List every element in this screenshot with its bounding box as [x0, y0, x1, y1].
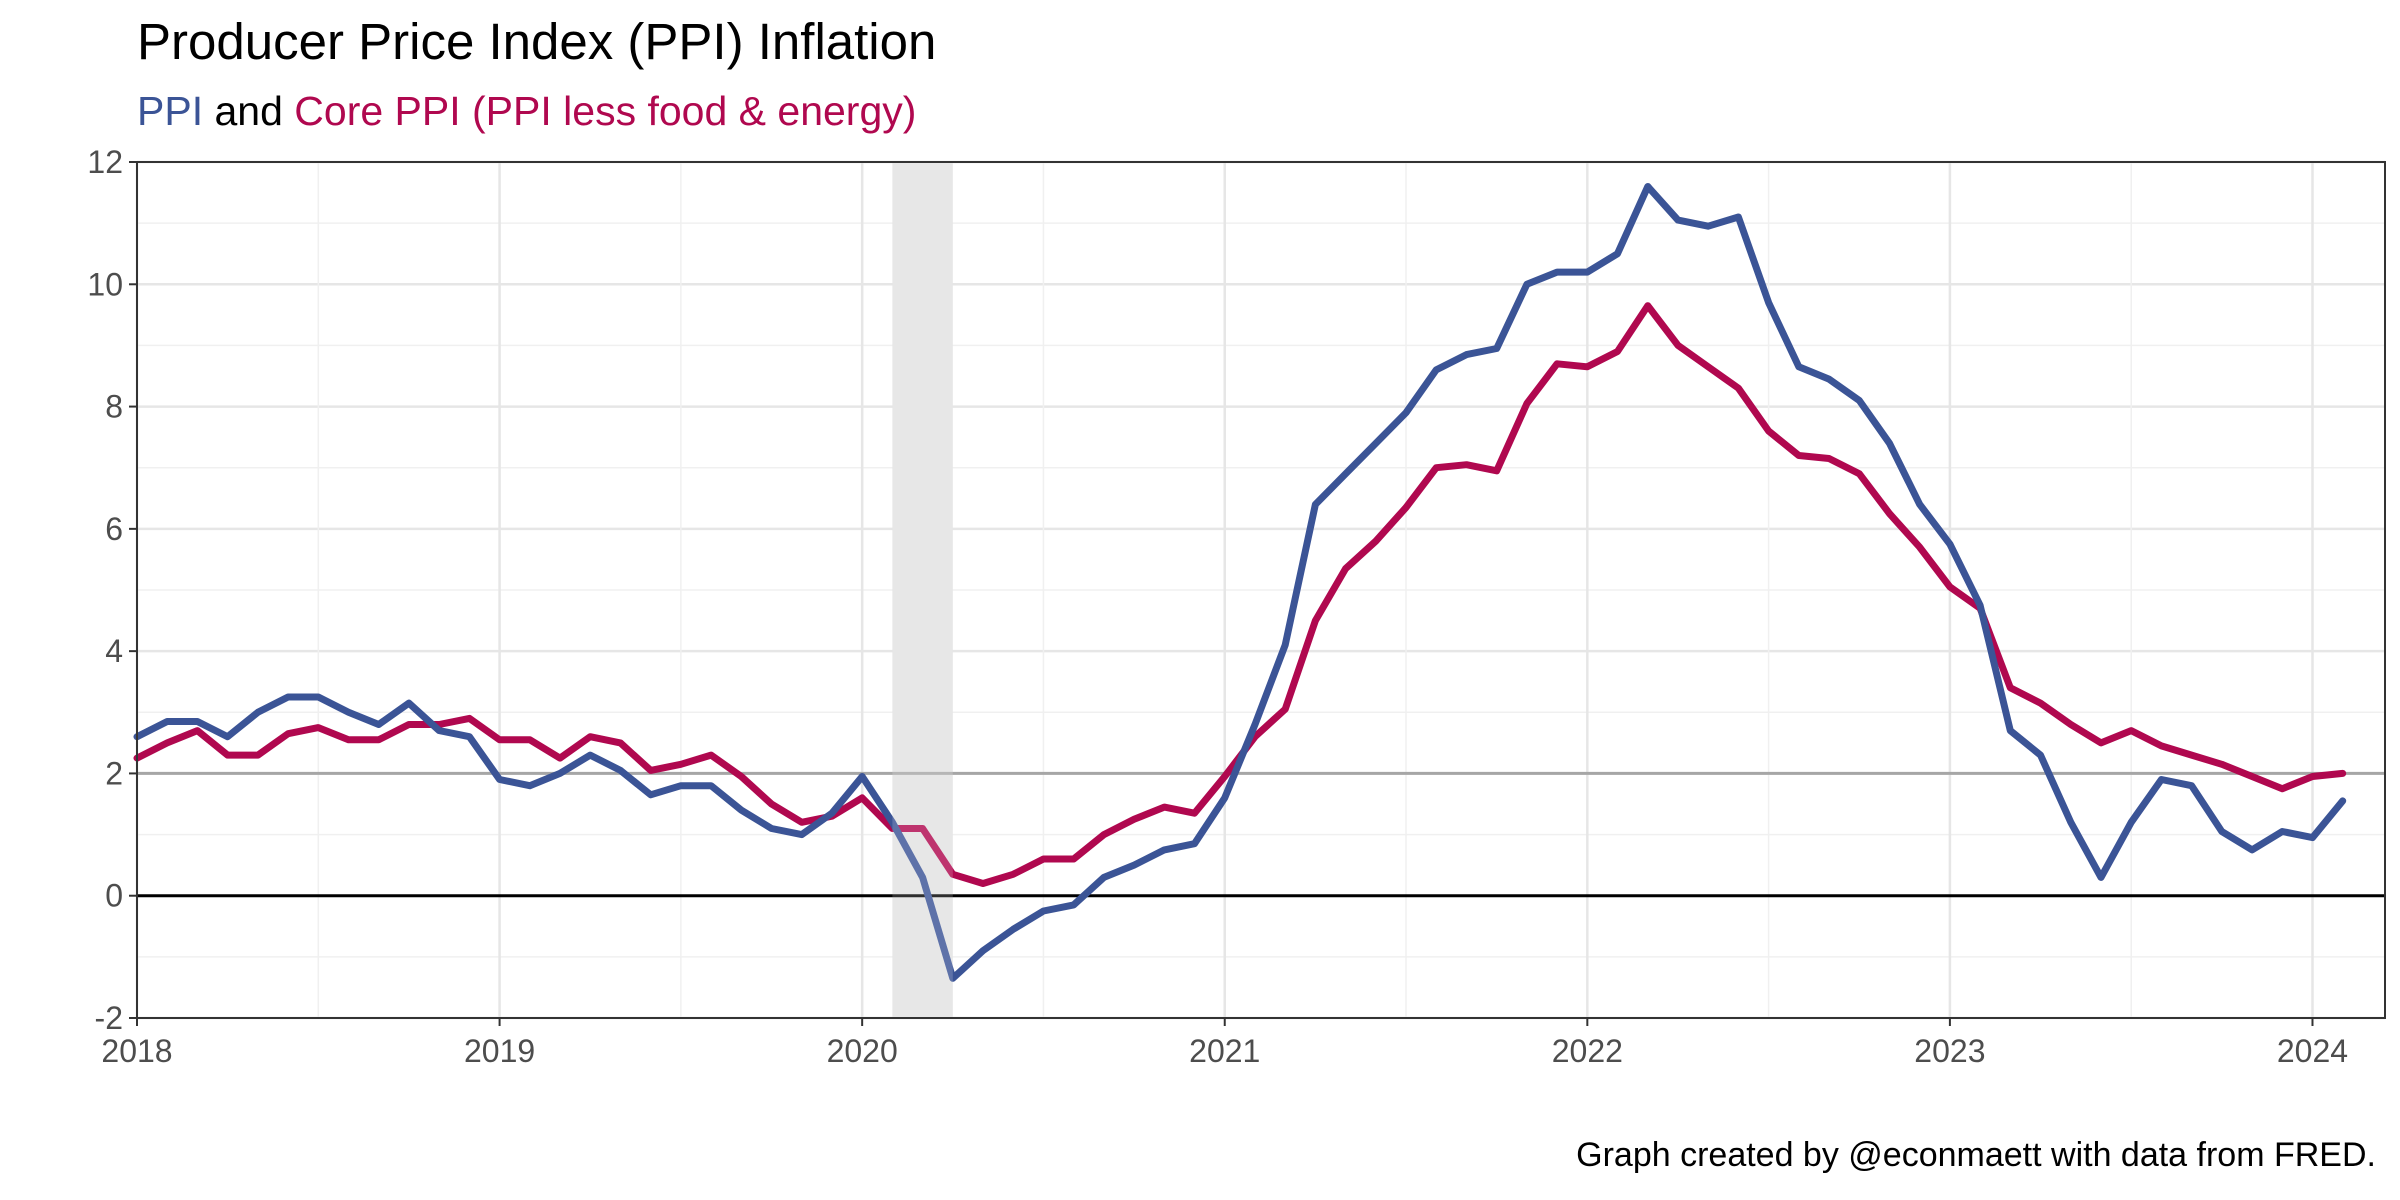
y-tick-label: 10 — [87, 266, 123, 302]
x-tick-label: 2023 — [1914, 1033, 1985, 1069]
x-tick-label: 2019 — [464, 1033, 535, 1069]
x-tick-label: 2020 — [827, 1033, 898, 1069]
y-tick-label: -2 — [95, 1000, 123, 1036]
x-tick-label: 2021 — [1189, 1033, 1260, 1069]
panel-border — [136, 161, 2386, 1019]
y-tick-label: 12 — [87, 144, 123, 180]
subtitle-core-ppi-label: Core PPI (PPI less food & energy) — [294, 88, 917, 134]
x-tick-label: 2022 — [1552, 1033, 1623, 1069]
ppi-series-line — [133, 183, 2347, 982]
chart-subtitle: PPI and Core PPI (PPI less food & energy… — [137, 88, 916, 135]
x-tick-label: 2024 — [2277, 1033, 2348, 1069]
subtitle-ppi-label: PPI — [137, 88, 204, 134]
subtitle-connector: and — [203, 88, 295, 134]
y-tick-label: 8 — [105, 389, 123, 425]
chart-caption: Graph created by @econmaett with data fr… — [1576, 1136, 2376, 1174]
y-tick-label: 0 — [105, 878, 123, 914]
y-tick-label: 2 — [105, 755, 123, 791]
chart-title: Producer Price Index (PPI) Inflation — [137, 13, 937, 70]
x-tick-label: 2018 — [101, 1033, 172, 1069]
y-tick-label: 4 — [105, 633, 123, 669]
recession-overlay — [892, 162, 953, 1018]
y-tick-label: 6 — [105, 511, 123, 547]
